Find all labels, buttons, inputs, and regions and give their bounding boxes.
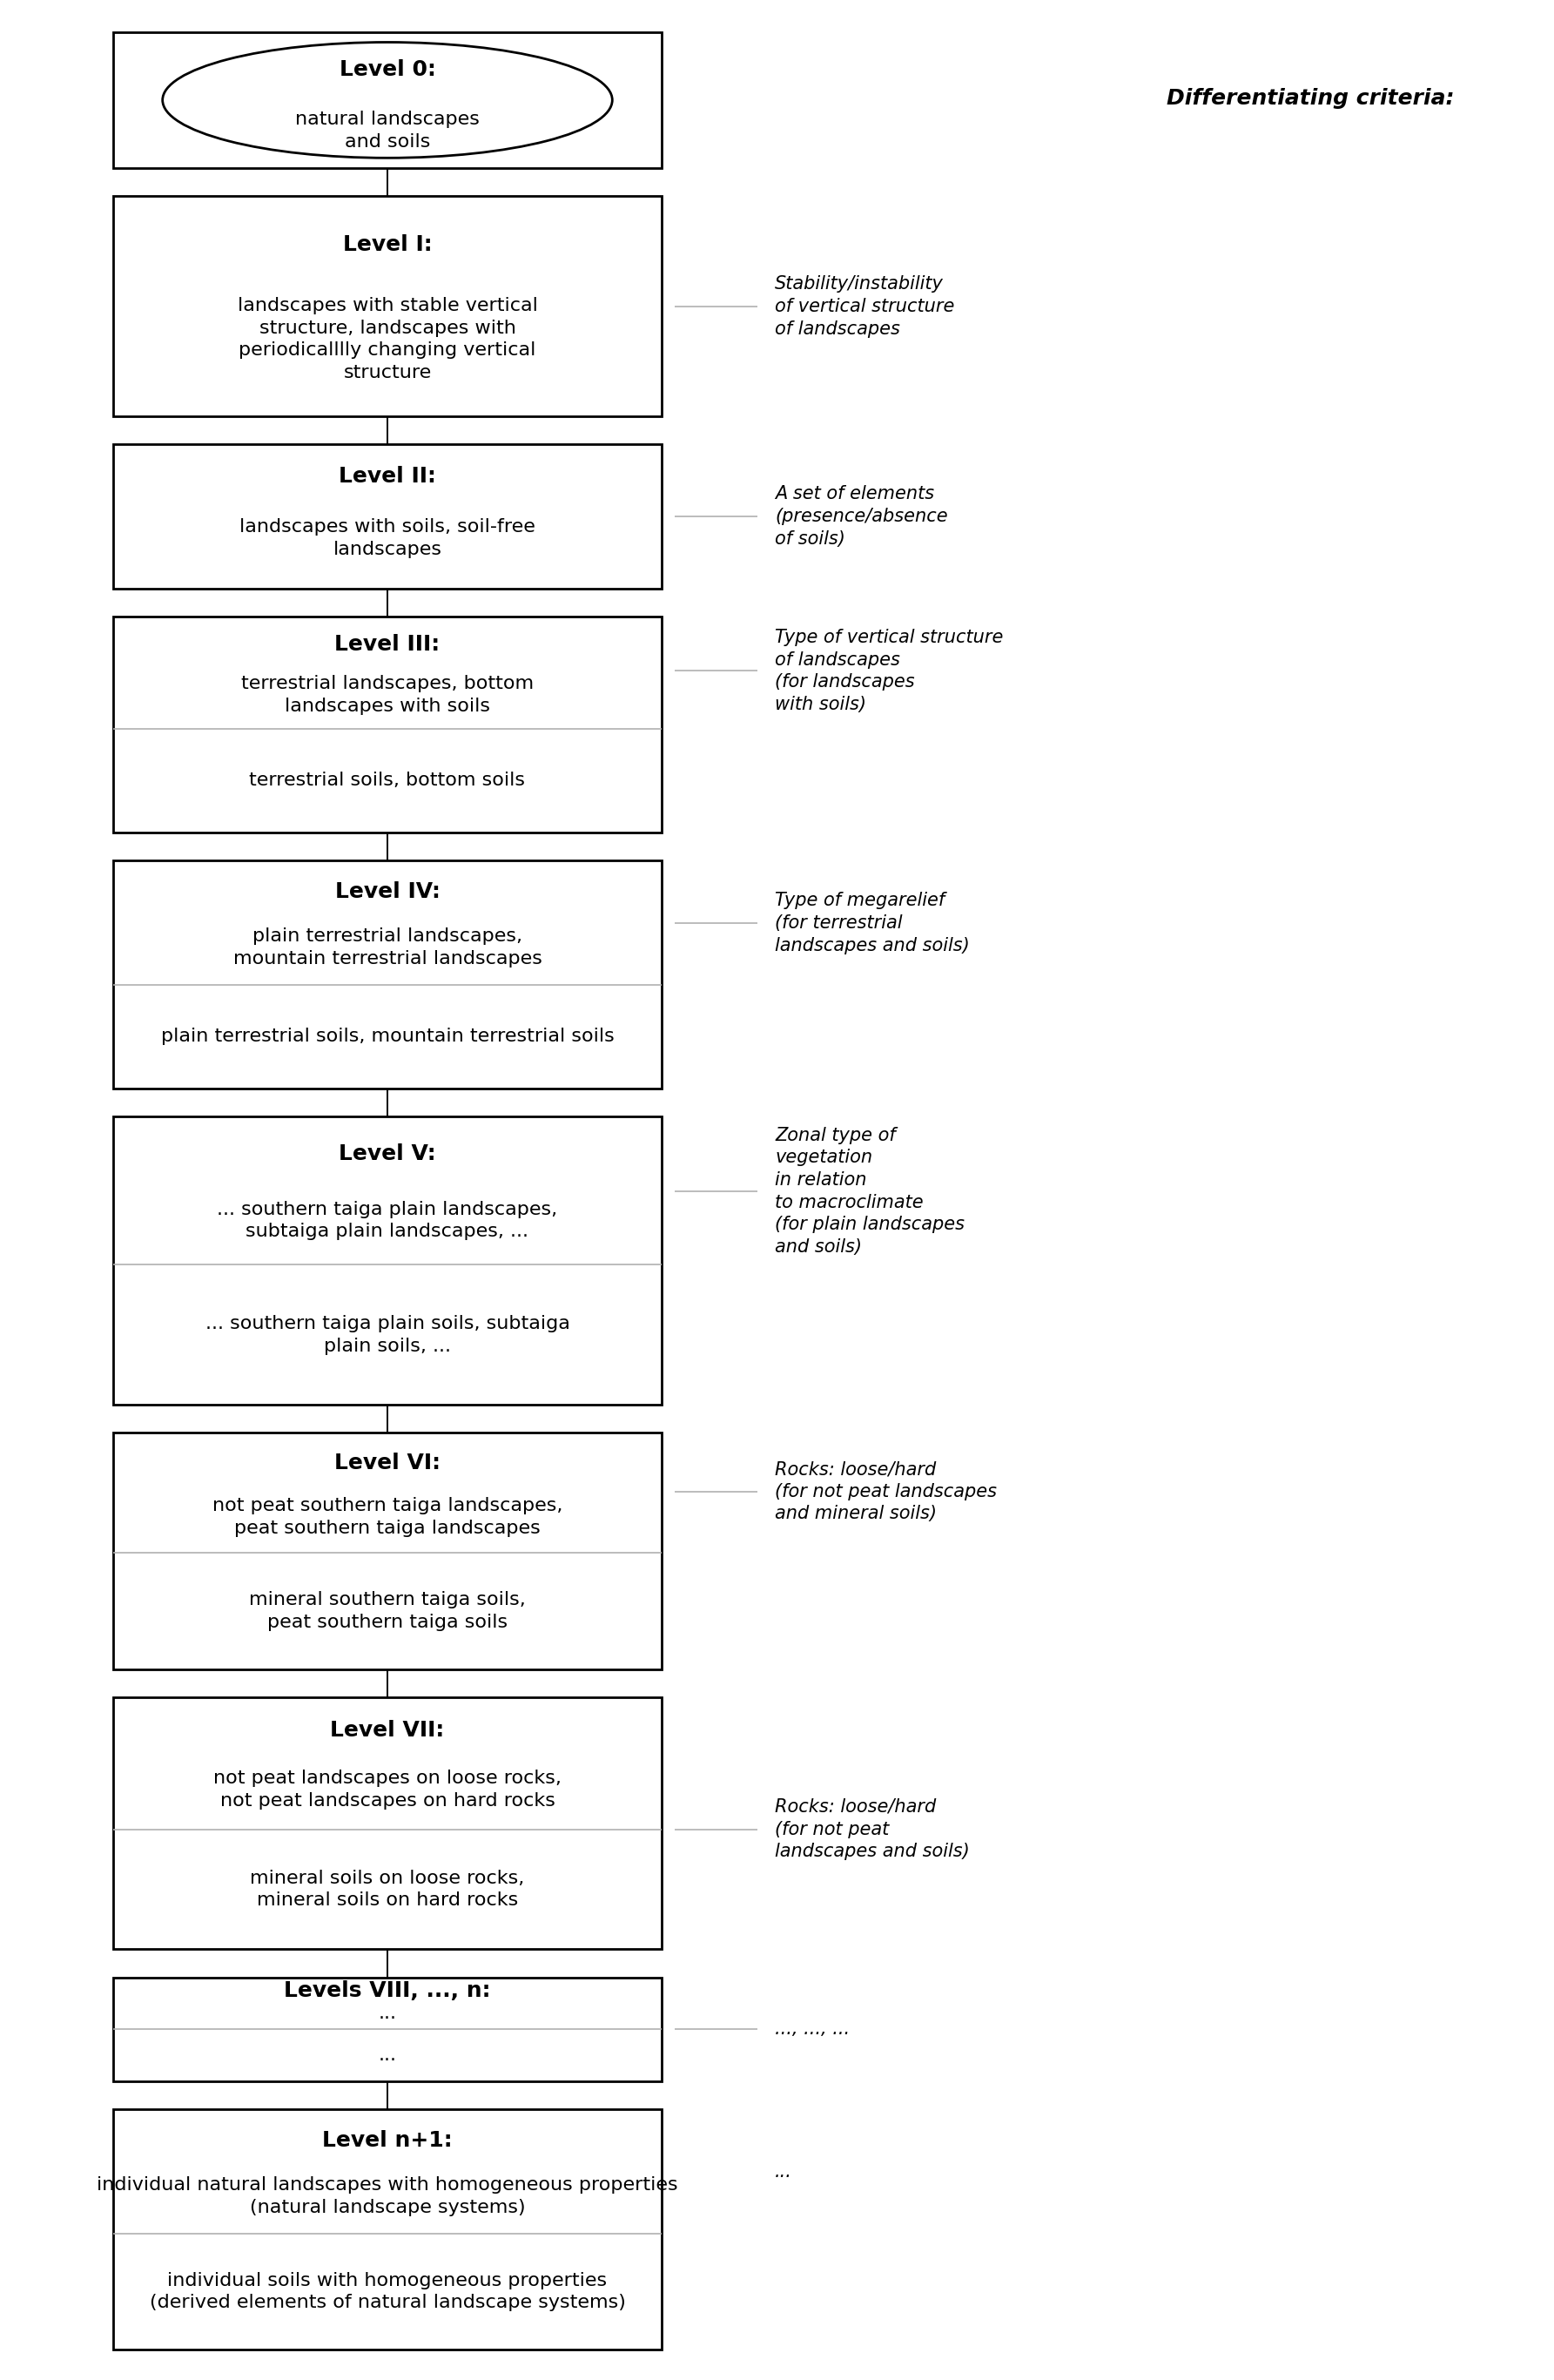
Text: plain terrestrial landscapes,
mountain terrestrial landscapes: plain terrestrial landscapes, mountain t… <box>233 928 542 966</box>
Text: not peat southern taiga landscapes,
peat southern taiga landscapes: not peat southern taiga landscapes, peat… <box>213 1497 563 1537</box>
Bar <box>113 1697 662 1949</box>
Bar <box>113 31 662 169</box>
Text: Level 0:: Level 0: <box>339 60 435 81</box>
Text: natural landscapes
and soils: natural landscapes and soils <box>295 109 480 150</box>
Text: ..., ..., ...: ..., ..., ... <box>775 2021 850 2037</box>
Text: ...: ... <box>378 2004 396 2023</box>
Bar <box>113 1116 662 1404</box>
Text: Differentiating criteria:: Differentiating criteria: <box>1167 88 1455 109</box>
Text: Type of vertical structure
of landscapes
(for landscapes
with soils): Type of vertical structure of landscapes… <box>775 628 1004 714</box>
Text: Rocks: loose/hard
(for not peat
landscapes and soils): Rocks: loose/hard (for not peat landscap… <box>775 1799 970 1861</box>
Text: landscapes with soils, soil-free
landscapes: landscapes with soils, soil-free landsca… <box>239 519 536 557</box>
Text: individual soils with homogeneous properties
(derived elements of natural landsc: individual soils with homogeneous proper… <box>149 2271 625 2311</box>
Text: Level V:: Level V: <box>339 1142 437 1164</box>
Text: mineral soils on loose rocks,
mineral soils on hard rocks: mineral soils on loose rocks, mineral so… <box>250 1868 525 1909</box>
Text: ... southern taiga plain soils, subtaiga
plain soils, ...: ... southern taiga plain soils, subtaiga… <box>205 1316 570 1354</box>
Text: terrestrial landscapes, bottom
landscapes with soils: terrestrial landscapes, bottom landscape… <box>241 676 533 714</box>
Text: terrestrial soils, bottom soils: terrestrial soils, bottom soils <box>250 771 525 790</box>
Text: ...: ... <box>378 2047 396 2063</box>
Text: individual natural landscapes with homogeneous properties
(natural landscape sys: individual natural landscapes with homog… <box>96 2175 678 2216</box>
Text: Level II:: Level II: <box>339 466 437 486</box>
Bar <box>113 862 662 1088</box>
Text: not peat landscapes on loose rocks,
not peat landscapes on hard rocks: not peat landscapes on loose rocks, not … <box>213 1771 561 1809</box>
Bar <box>113 195 662 416</box>
Text: Type of megarelief
(for terrestrial
landscapes and soils): Type of megarelief (for terrestrial land… <box>775 892 970 954</box>
Bar <box>113 445 662 588</box>
Bar <box>113 1433 662 1668</box>
Bar <box>113 2109 662 2349</box>
Text: Level IV:: Level IV: <box>334 881 440 902</box>
Text: A set of elements
(presence/absence
of soils): A set of elements (presence/absence of s… <box>775 486 948 547</box>
Text: Levels VIII, ..., n:: Levels VIII, ..., n: <box>284 1980 491 2002</box>
Ellipse shape <box>163 43 612 157</box>
Text: Level n+1:: Level n+1: <box>322 2130 452 2152</box>
Text: Level VII:: Level VII: <box>331 1721 444 1740</box>
Text: landscapes with stable vertical
structure, landscapes with
periodicalllly changi: landscapes with stable vertical structur… <box>238 298 538 381</box>
Text: mineral southern taiga soils,
peat southern taiga soils: mineral southern taiga soils, peat south… <box>249 1592 525 1630</box>
Text: Rocks: loose/hard
(for not peat landscapes
and mineral soils): Rocks: loose/hard (for not peat landscap… <box>775 1461 996 1523</box>
Text: Stability/instability
of vertical structure
of landscapes: Stability/instability of vertical struct… <box>775 276 954 338</box>
Text: Level I:: Level I: <box>343 233 432 255</box>
Text: ...: ... <box>775 2163 793 2180</box>
Bar <box>113 1978 662 2082</box>
Bar <box>113 616 662 833</box>
Text: Level III:: Level III: <box>334 633 440 655</box>
Text: ... southern taiga plain landscapes,
subtaiga plain landscapes, ...: ... southern taiga plain landscapes, sub… <box>218 1200 558 1240</box>
Text: Zonal type of
vegetation
in relation
to macroclimate
(for plain landscapes
and s: Zonal type of vegetation in relation to … <box>775 1126 965 1257</box>
Text: Level VI:: Level VI: <box>334 1452 440 1473</box>
Text: plain terrestrial soils, mountain terrestrial soils: plain terrestrial soils, mountain terres… <box>160 1028 614 1045</box>
